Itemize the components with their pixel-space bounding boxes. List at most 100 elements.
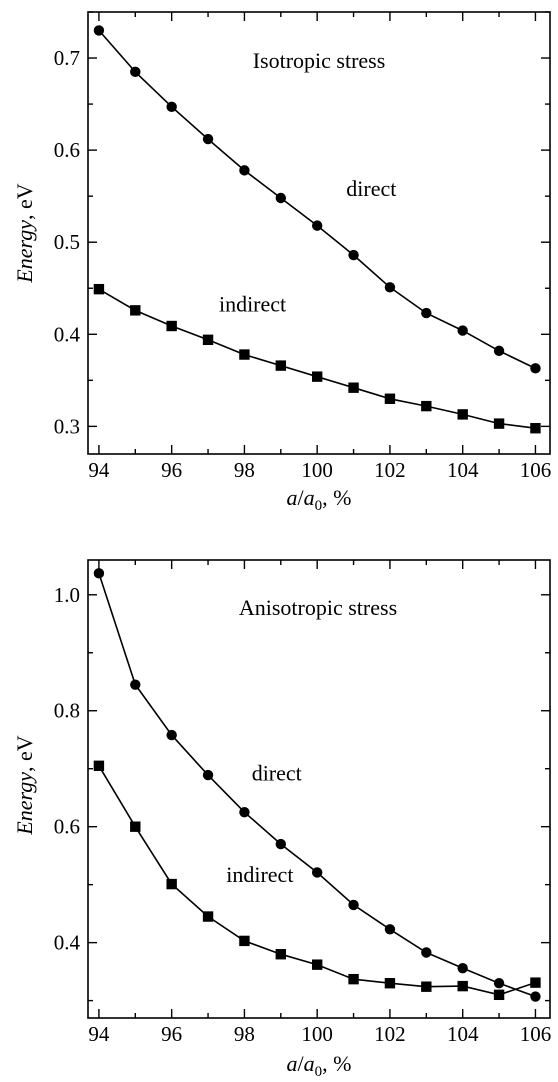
- data-point-indirect: [202, 911, 214, 922]
- x-tick-label: 96: [161, 458, 182, 482]
- x-tick-label: 106: [520, 1022, 552, 1046]
- data-point-indirect: [311, 371, 323, 382]
- data-point-direct: [457, 325, 468, 336]
- y-tick-label: 1.0: [54, 583, 80, 607]
- x-tick-labels: 94 96 98 100 102 104 106: [88, 458, 551, 482]
- series-annotation-direct: direct: [346, 176, 396, 201]
- data-point-indirect: [93, 283, 105, 295]
- x-tick-label: 104: [447, 458, 479, 482]
- data-point-indirect: [421, 981, 432, 992]
- data-point-direct: [275, 192, 287, 204]
- data-point-direct: [348, 249, 359, 261]
- data-point-direct: [130, 679, 141, 690]
- data-point-indirect: [493, 989, 505, 1001]
- data-point-direct: [275, 838, 287, 850]
- data-point-indirect: [130, 305, 141, 316]
- x-tick-label: 98: [234, 458, 255, 482]
- data-point-direct: [493, 345, 505, 357]
- y-axis-label: Energy, eV: [12, 183, 37, 283]
- x-tick-label: 94: [88, 1022, 110, 1046]
- x-tick-label: 98: [234, 1022, 255, 1046]
- data-point-direct: [348, 899, 359, 911]
- data-point-indirect: [457, 409, 468, 420]
- data-point-indirect: [311, 959, 323, 970]
- x-tick-label: 100: [301, 1022, 333, 1046]
- x-tick-label: 102: [374, 458, 406, 482]
- y-tick-label: 0.7: [54, 46, 80, 70]
- data-point-indirect: [384, 978, 396, 989]
- series-line-indirect: [98, 288, 536, 429]
- chart-title: Anisotropic stress: [239, 595, 397, 620]
- data-series: [93, 25, 541, 434]
- y-tick-label: 0.5: [54, 230, 80, 254]
- data-point-indirect: [239, 349, 250, 360]
- data-point-direct: [130, 66, 141, 78]
- series-annotation-indirect: indirect: [226, 862, 293, 887]
- data-point-indirect: [275, 949, 287, 960]
- data-point-direct: [166, 729, 177, 741]
- data-point-indirect: [202, 334, 214, 346]
- y-tick-label: 0.8: [54, 699, 80, 723]
- x-tick-label: 100: [301, 458, 333, 482]
- data-point-direct: [421, 307, 432, 319]
- x-axis-label: a/a0, %: [287, 485, 352, 514]
- data-point-direct: [311, 867, 323, 878]
- data-point-direct: [202, 769, 214, 781]
- x-tick-label: 102: [374, 1022, 406, 1046]
- tick-marks: [88, 560, 550, 1018]
- data-point-indirect: [348, 382, 359, 393]
- data-point-direct: [421, 947, 432, 958]
- series-annotation-direct: direct: [252, 760, 302, 785]
- x-tick-label: 106: [520, 458, 552, 482]
- data-point-indirect: [348, 973, 359, 985]
- x-tick-label: 94: [88, 458, 110, 482]
- y-tick-label: 0.3: [54, 414, 80, 438]
- y-tick-labels: 0.4 0.6 0.8 1.0: [54, 583, 81, 955]
- x-axis-label: a/a0, %: [287, 1051, 352, 1080]
- x-tick-labels: 94 96 98 100 102 104 106: [88, 1022, 551, 1046]
- y-tick-label: 0.6: [54, 815, 80, 839]
- x-tick-label: 96: [161, 1022, 182, 1046]
- data-point-direct: [93, 568, 105, 579]
- series-line-direct: [98, 573, 536, 998]
- data-point-indirect: [166, 878, 177, 890]
- tick-marks: [88, 11, 550, 454]
- data-point-indirect: [457, 980, 468, 992]
- chart-title: Isotropic stress: [253, 48, 386, 73]
- data-point-direct: [239, 806, 250, 818]
- data-point-direct: [239, 165, 250, 176]
- data-point-indirect: [421, 400, 432, 412]
- data-point-indirect: [275, 360, 287, 371]
- data-point-direct: [384, 282, 396, 293]
- data-point-indirect: [493, 418, 505, 429]
- y-tick-labels: 0.3 0.4 0.5 0.6 0.7: [54, 46, 81, 438]
- data-point-indirect: [130, 821, 141, 832]
- series-annotation-indirect: indirect: [219, 291, 286, 316]
- data-point-direct: [530, 991, 541, 1002]
- data-point-indirect: [93, 760, 105, 772]
- data-series: [93, 568, 541, 1002]
- data-point-direct: [202, 133, 214, 145]
- y-tick-label: 0.4: [54, 931, 81, 955]
- anisotropic-chart: 94 96 98 100 102 104 106 0.4 0.6 0.8 1.0 Anisotro…: [12, 559, 551, 1080]
- data-point-direct: [530, 363, 541, 374]
- data-point-direct: [457, 962, 468, 974]
- isotropic-chart: 94 96 98 100 102 104 106 0.3 0.4 0.5 0.6 0.7 Isotr…: [12, 11, 551, 514]
- x-tick-label: 104: [447, 1022, 479, 1046]
- data-point-indirect: [530, 977, 541, 988]
- data-point-indirect: [239, 935, 250, 947]
- plot-frame: [87, 559, 551, 1019]
- series-annotations: direct indirect: [226, 760, 302, 886]
- data-point-direct: [384, 924, 396, 935]
- data-point-direct: [166, 101, 177, 113]
- data-point-direct: [93, 25, 105, 36]
- data-point-direct: [311, 220, 323, 231]
- plot-frame: [87, 11, 551, 455]
- data-point-indirect: [384, 393, 396, 404]
- data-point-indirect: [166, 320, 177, 332]
- y-axis-label: Energy, eV: [12, 735, 37, 835]
- y-tick-label: 0.4: [54, 322, 81, 346]
- y-tick-label: 0.6: [54, 138, 80, 162]
- data-point-direct: [493, 978, 505, 989]
